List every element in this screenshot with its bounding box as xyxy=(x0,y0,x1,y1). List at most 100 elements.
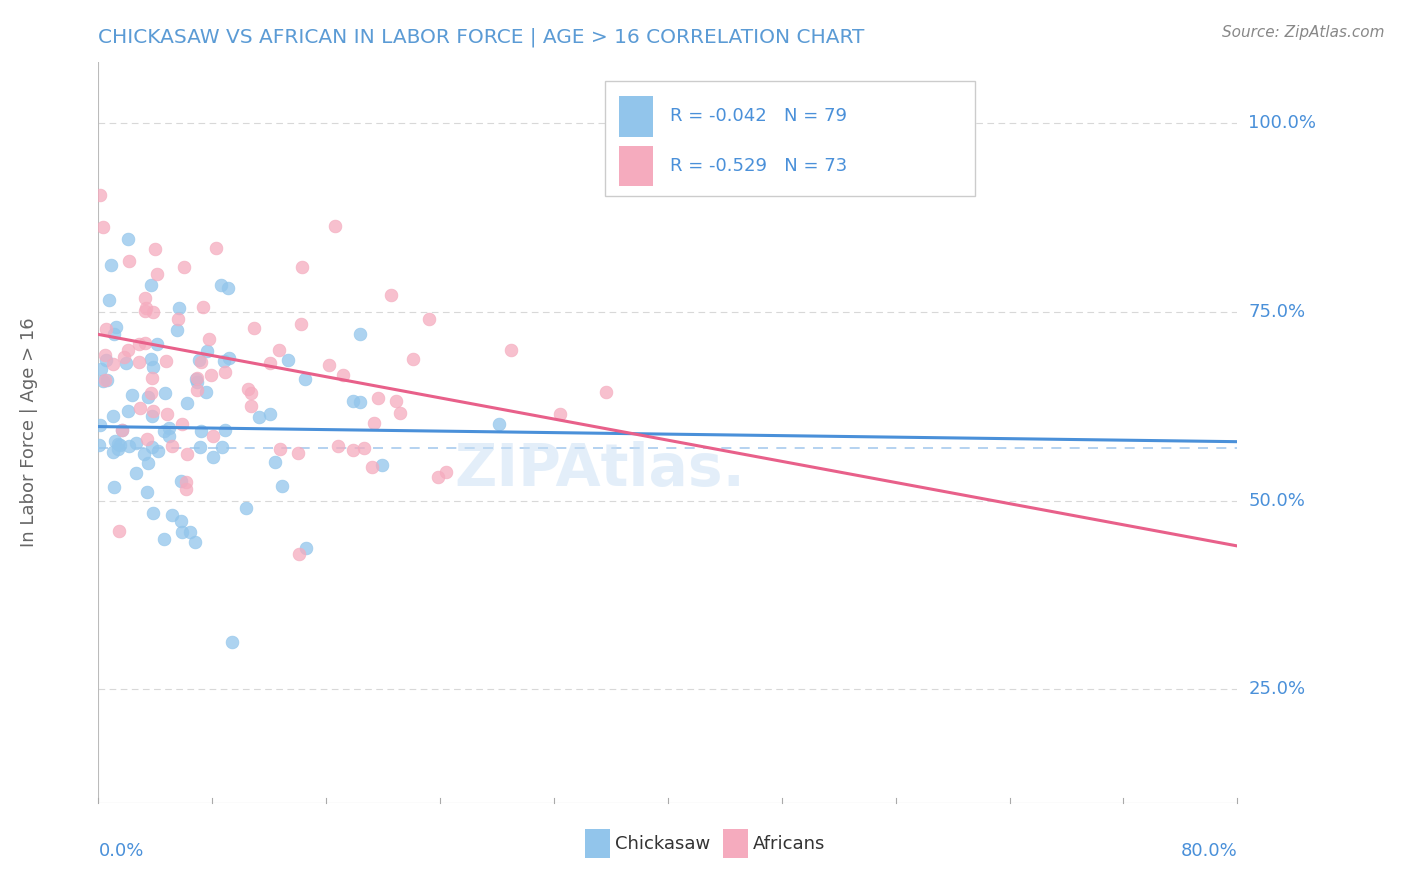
Point xyxy=(141,440,163,454)
Point xyxy=(221,635,243,649)
Point xyxy=(198,332,221,346)
Point xyxy=(170,417,193,431)
Point xyxy=(107,524,129,539)
Text: 75.0%: 75.0% xyxy=(1249,302,1306,321)
FancyBboxPatch shape xyxy=(619,145,652,186)
Point xyxy=(160,439,183,453)
Point xyxy=(110,438,132,452)
Point xyxy=(217,280,239,294)
Point xyxy=(142,506,165,520)
Point xyxy=(141,277,163,292)
Point xyxy=(176,447,198,461)
Point xyxy=(159,429,181,443)
Point xyxy=(186,383,208,397)
Point xyxy=(176,482,198,496)
Point xyxy=(186,371,208,385)
Point xyxy=(176,396,198,410)
Point xyxy=(94,372,117,386)
Point xyxy=(107,442,129,457)
Point xyxy=(129,401,152,415)
Point xyxy=(124,436,146,450)
Point xyxy=(167,301,190,316)
Point xyxy=(101,357,124,371)
Point xyxy=(104,434,127,449)
Point xyxy=(115,355,138,369)
Point xyxy=(349,327,371,342)
Point xyxy=(105,319,128,334)
Point xyxy=(243,321,266,335)
Point xyxy=(146,444,169,458)
Point xyxy=(595,385,617,400)
Point xyxy=(363,416,385,430)
Point xyxy=(97,293,120,307)
Point xyxy=(157,421,180,435)
Point xyxy=(295,541,318,555)
Point xyxy=(135,484,157,499)
Point xyxy=(214,423,236,437)
Point xyxy=(195,344,218,359)
Point xyxy=(94,322,117,336)
Point xyxy=(141,409,163,423)
Point xyxy=(360,459,382,474)
Text: Source: ZipAtlas.com: Source: ZipAtlas.com xyxy=(1222,25,1385,40)
Point xyxy=(134,304,156,318)
Point xyxy=(166,312,188,326)
Point xyxy=(100,258,122,272)
Text: 50.0%: 50.0% xyxy=(1249,491,1305,509)
Point xyxy=(264,454,287,468)
Point xyxy=(190,440,212,454)
Point xyxy=(402,351,425,366)
Point xyxy=(190,424,212,438)
Point xyxy=(170,524,193,539)
Point xyxy=(380,288,402,302)
Point xyxy=(170,514,193,528)
Point xyxy=(259,407,281,421)
Point xyxy=(277,353,299,368)
Point xyxy=(103,326,125,341)
Point xyxy=(193,300,215,314)
Point xyxy=(236,382,259,396)
Point xyxy=(143,243,166,257)
Text: ZIPAtlas.: ZIPAtlas. xyxy=(454,442,745,498)
Text: R = -0.042   N = 79: R = -0.042 N = 79 xyxy=(671,108,848,126)
Point xyxy=(287,548,309,562)
Point xyxy=(90,362,112,376)
Point xyxy=(332,368,354,382)
Point xyxy=(153,386,176,401)
Point xyxy=(170,474,193,488)
Point xyxy=(186,371,208,385)
Point xyxy=(101,445,124,459)
Point xyxy=(202,429,225,443)
Point xyxy=(153,424,176,438)
Point xyxy=(385,394,408,409)
Point xyxy=(91,374,114,388)
Point xyxy=(128,355,150,369)
Point xyxy=(146,337,169,351)
FancyBboxPatch shape xyxy=(585,829,610,858)
Point xyxy=(434,465,457,479)
Point xyxy=(89,417,111,432)
Point xyxy=(179,525,201,540)
Text: CHICKASAW VS AFRICAN IN LABOR FORCE | AGE > 16 CORRELATION CHART: CHICKASAW VS AFRICAN IN LABOR FORCE | AG… xyxy=(98,28,865,47)
Point xyxy=(501,343,523,358)
Point xyxy=(202,450,225,464)
Point xyxy=(112,350,135,364)
Point xyxy=(121,388,143,402)
Point xyxy=(294,371,316,385)
Text: R = -0.529   N = 73: R = -0.529 N = 73 xyxy=(671,157,848,175)
Point xyxy=(111,423,134,437)
Point xyxy=(153,532,176,546)
Point xyxy=(118,439,141,453)
Point xyxy=(173,260,195,274)
Point xyxy=(135,301,157,316)
Point xyxy=(135,432,157,446)
Point xyxy=(184,534,207,549)
Point xyxy=(141,385,163,400)
FancyBboxPatch shape xyxy=(619,96,652,136)
Point xyxy=(427,470,450,484)
Point xyxy=(139,351,162,366)
Point xyxy=(418,311,440,326)
Point xyxy=(270,478,292,492)
Point xyxy=(155,354,177,368)
Point xyxy=(218,351,240,365)
